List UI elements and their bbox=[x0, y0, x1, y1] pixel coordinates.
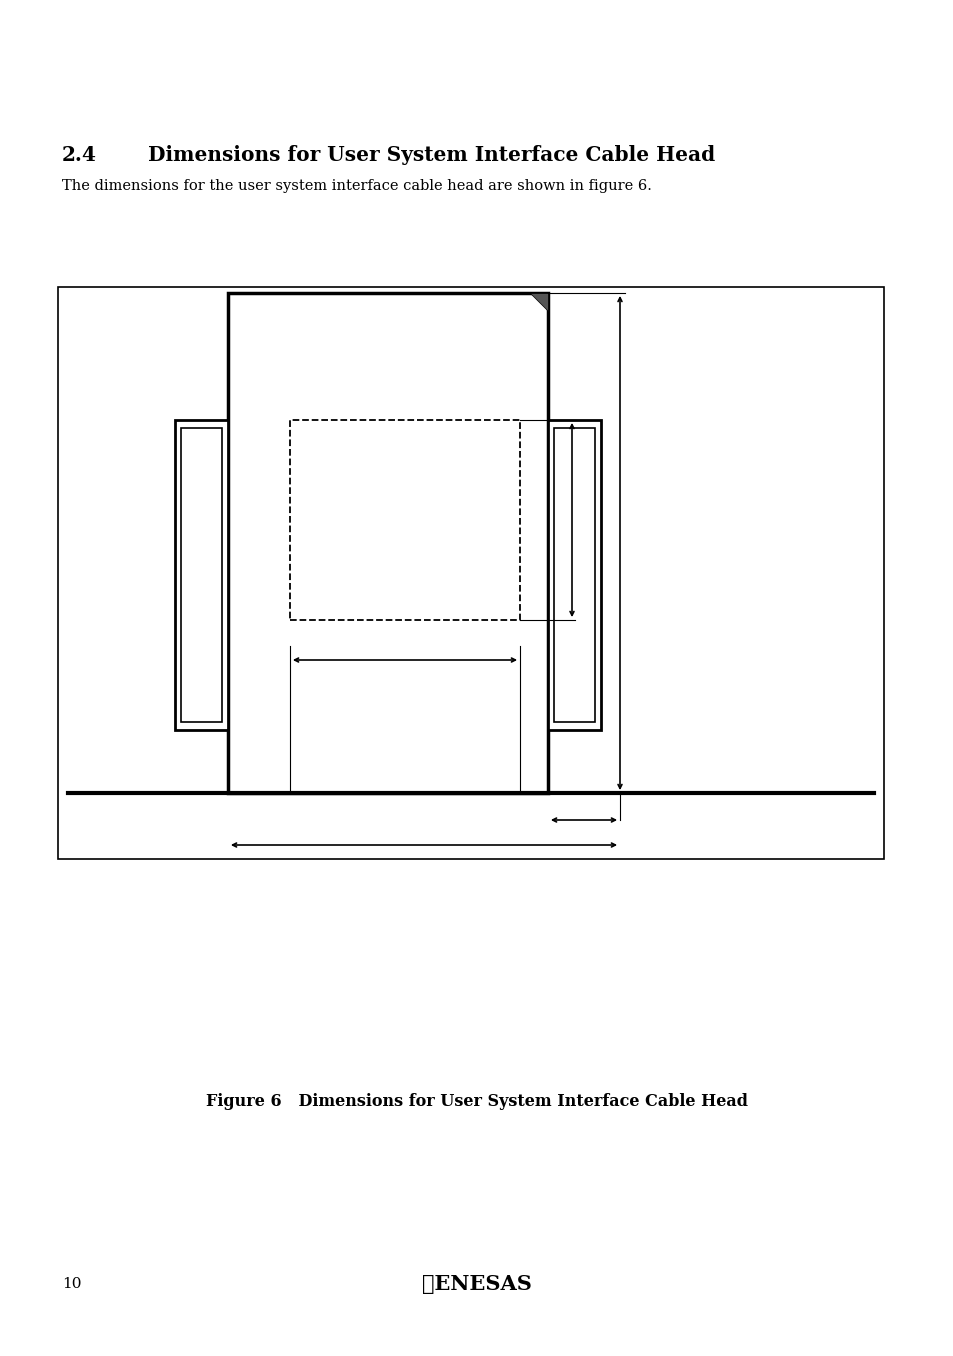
Bar bbox=[290, 420, 519, 620]
Bar bbox=[174, 420, 228, 730]
Bar bbox=[228, 293, 547, 793]
Text: The dimensions for the user system interface cable head are shown in figure 6.: The dimensions for the user system inter… bbox=[62, 179, 651, 193]
Text: 10: 10 bbox=[62, 1277, 81, 1291]
Polygon shape bbox=[530, 293, 547, 311]
Bar bbox=[58, 287, 883, 858]
Bar bbox=[553, 428, 595, 721]
Text: Figure 6   Dimensions for User System Interface Cable Head: Figure 6 Dimensions for User System Inte… bbox=[206, 1093, 747, 1111]
Text: 2.4: 2.4 bbox=[62, 145, 97, 165]
Bar bbox=[547, 420, 600, 730]
Text: Dimensions for User System Interface Cable Head: Dimensions for User System Interface Cab… bbox=[148, 145, 715, 165]
Text: ℜENESAS: ℜENESAS bbox=[421, 1273, 532, 1294]
Bar bbox=[180, 428, 222, 721]
